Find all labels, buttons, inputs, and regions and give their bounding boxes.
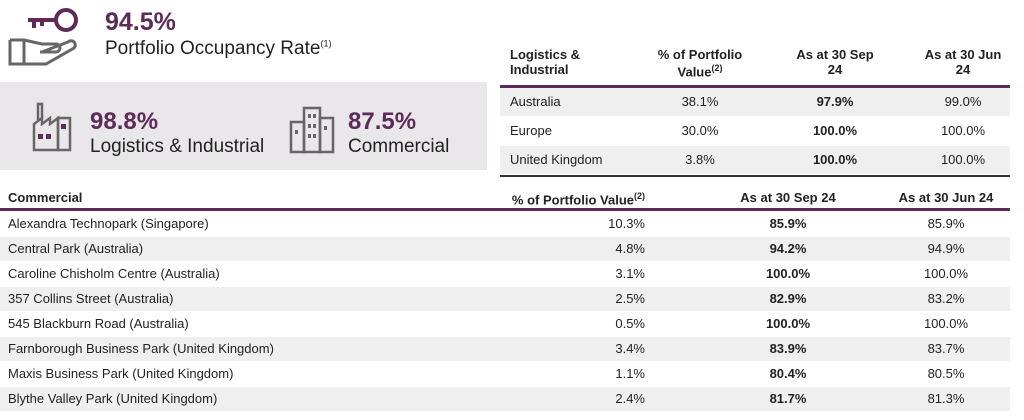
row-bg	[0, 362, 1010, 386]
header-cell: % of Portfolio Value(2)	[505, 191, 645, 208]
table-cell: 545 Blackburn Road (Australia)	[8, 316, 189, 331]
table-cell: 97.9%	[816, 94, 854, 109]
header-cell: % of Portfolio Value(2)	[650, 47, 750, 80]
segment-value: 98.8%	[90, 108, 159, 135]
table-cell: 2.4%	[615, 391, 645, 406]
table-cell: 100.0%	[812, 123, 858, 138]
table-cell: Alexandra Technopark (Singapore)	[8, 216, 209, 231]
table-cell: 100.0%	[812, 152, 858, 167]
table-cell: 82.9%	[769, 291, 807, 306]
table-cell: 3.4%	[615, 341, 645, 356]
header-text: As at 30 Jun 24	[898, 190, 994, 205]
header-cell: As at 30 Jun 24	[918, 47, 1008, 78]
table-cell: 80.4%	[769, 366, 807, 381]
table-cell: Caroline Chisholm Centre (Australia)	[8, 266, 220, 281]
table-cell: 83.9%	[769, 341, 807, 356]
table-cell: 3.1%	[615, 266, 645, 281]
table-cell: 99.0%	[944, 94, 982, 109]
header-rule	[500, 85, 1010, 88]
factory-icon	[32, 102, 72, 152]
headline-note: (1)	[320, 38, 332, 49]
header-text: As at 30 Sep 24	[740, 190, 836, 205]
table-cell: Blythe Valley Park (United Kingdom)	[8, 391, 218, 406]
table-cell: United Kingdom	[510, 152, 603, 167]
header-text: As at 30 Jun 24	[924, 47, 1002, 77]
table-cell: 100.0%	[765, 266, 811, 281]
segment-label: Commercial	[348, 136, 450, 157]
table-cell: 38.1%	[681, 94, 719, 109]
row-bg	[500, 117, 1010, 145]
header-cell: Logistics & Industrial	[510, 47, 600, 78]
header-text: As at 30 Sep 24	[796, 47, 874, 77]
table-cell: 100.0%	[923, 316, 969, 331]
table-cell: 80.5%	[927, 366, 965, 381]
building-icon	[289, 106, 335, 154]
header-text: % of Portfolio Value	[657, 47, 743, 80]
table-cell: 1.1%	[615, 366, 645, 381]
table-cell: Farnborough Business Park (United Kingdo…	[8, 341, 274, 356]
table-cell: Europe	[510, 123, 552, 138]
header-cell: As at 30 Sep 24	[708, 190, 868, 206]
header-note: (2)	[634, 191, 645, 201]
table-cell: 4.8%	[615, 241, 645, 256]
header-cell: As at 30 Jun 24	[866, 190, 1024, 206]
table-cell: 357 Collins Street (Australia)	[8, 291, 174, 306]
table-cell: 100.0%	[940, 152, 986, 167]
row-bg	[0, 337, 1010, 361]
table-cell: 83.7%	[927, 341, 965, 356]
header-cell: As at 30 Sep 24	[790, 47, 880, 78]
row-bg	[0, 287, 1010, 311]
header-text: Logistics & Industrial	[510, 47, 581, 77]
table-cell: 100.0%	[923, 266, 969, 281]
table-cell: 94.9%	[927, 241, 965, 256]
table-cell: 3.8%	[685, 152, 715, 167]
table-cell: Central Park (Australia)	[8, 241, 144, 256]
headline-value: 94.5%	[105, 8, 176, 36]
headline-label: Portfolio Occupancy Rate(1)	[105, 38, 331, 60]
row-bg	[500, 146, 1010, 174]
header-rule	[0, 208, 1010, 211]
key-hand-icon	[8, 8, 78, 66]
table-cell: 94.2%	[769, 241, 807, 256]
header-note: (2)	[711, 62, 723, 73]
row-bg	[0, 212, 1010, 236]
segment-value: 87.5%	[348, 108, 417, 135]
table-cell: 0.5%	[615, 316, 645, 331]
table-cell: 100.0%	[940, 123, 986, 138]
table-cell: 85.9%	[927, 216, 965, 231]
table-cell: 83.2%	[927, 291, 965, 306]
header-text: % of Portfolio Value	[511, 192, 634, 208]
header-cell: Commercial	[8, 190, 408, 206]
header-text: Commercial	[8, 190, 83, 205]
table-cell: 81.3%	[927, 391, 965, 406]
row-bg	[0, 262, 1010, 286]
row-bg	[0, 312, 1010, 336]
headline-text: Portfolio Occupancy Rate	[105, 38, 321, 59]
row-bg	[0, 387, 1010, 411]
table-cell: 2.5%	[615, 291, 645, 306]
table-cell: Maxis Business Park (United Kingdom)	[8, 366, 234, 381]
row-bg	[500, 88, 1010, 116]
table-rule	[500, 175, 1010, 177]
table-cell: 30.0%	[681, 123, 719, 138]
table-cell: 10.3%	[608, 216, 645, 231]
table-cell: Australia	[510, 94, 561, 109]
table-cell: 85.9%	[769, 216, 807, 231]
segment-label: Logistics & Industrial	[90, 136, 265, 157]
row-bg	[0, 237, 1010, 261]
table-cell: 100.0%	[765, 316, 811, 331]
table-cell: 81.7%	[769, 391, 807, 406]
segment-box	[0, 82, 487, 170]
